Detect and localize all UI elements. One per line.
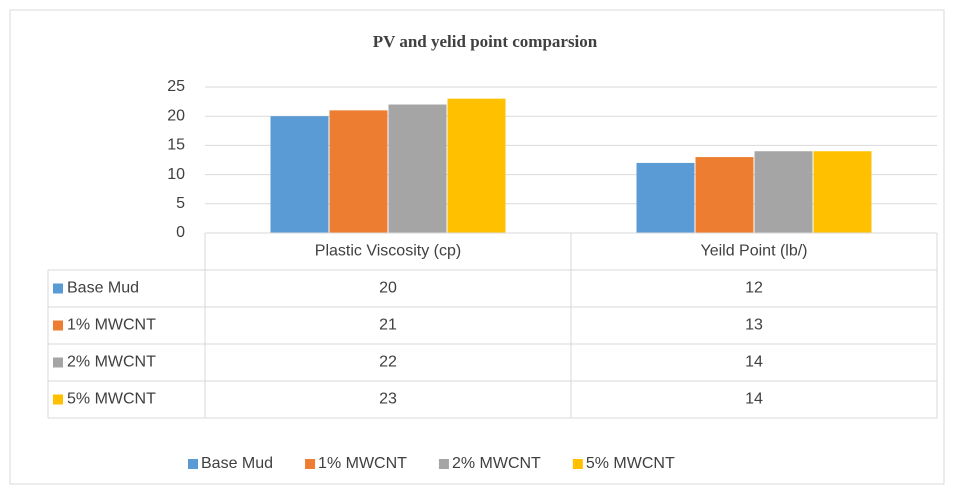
- legend-key: [305, 459, 316, 469]
- bar: [695, 157, 754, 233]
- y-tick-label: 5: [176, 195, 185, 212]
- table-value: 14: [745, 354, 763, 371]
- legend-key: [572, 459, 583, 469]
- table-value: 12: [745, 280, 763, 297]
- x-tick-label: Yeild Point (lb/): [700, 243, 807, 260]
- table-series-name: 5% MWCNT: [67, 391, 156, 408]
- legend-label: 2% MWCNT: [452, 455, 541, 472]
- bar: [388, 104, 447, 234]
- chart-border: [9, 9, 945, 485]
- table-value: 20: [379, 280, 397, 297]
- bar: [270, 116, 329, 233]
- table-series-name: 2% MWCNT: [67, 354, 156, 371]
- table-value: 14: [745, 391, 763, 408]
- bar: [813, 151, 872, 233]
- bar: [754, 151, 813, 233]
- bar: [447, 98, 506, 234]
- table-value: 21: [379, 317, 397, 334]
- table-legend-key: [53, 394, 63, 405]
- y-tick-label: 0: [176, 224, 185, 241]
- y-tick-label: 15: [167, 137, 185, 154]
- legend-label: Base Mud: [201, 455, 273, 472]
- y-tick-label: 25: [167, 78, 185, 95]
- y-tick-label: 10: [167, 166, 185, 183]
- legend-label: 1% MWCNT: [318, 455, 407, 472]
- legend-key: [188, 459, 198, 469]
- x-tick-label: Plastic Viscosity (cp): [315, 243, 461, 260]
- table-series-name: Base Mud: [67, 280, 139, 297]
- table-value: 13: [745, 317, 763, 334]
- table-legend-key: [53, 357, 63, 368]
- table-series-name: 1% MWCNT: [67, 317, 156, 334]
- bar: [636, 162, 695, 233]
- table-legend-key: [53, 283, 63, 294]
- table-legend-key: [53, 320, 63, 331]
- chart-title: PV and yelid point comparsion: [373, 32, 598, 51]
- table-value: 23: [379, 391, 397, 408]
- legend-key: [438, 459, 449, 469]
- y-tick-label: 20: [167, 107, 185, 124]
- bar: [329, 110, 388, 233]
- legend-label: 5% MWCNT: [586, 455, 675, 472]
- table-value: 22: [379, 354, 397, 371]
